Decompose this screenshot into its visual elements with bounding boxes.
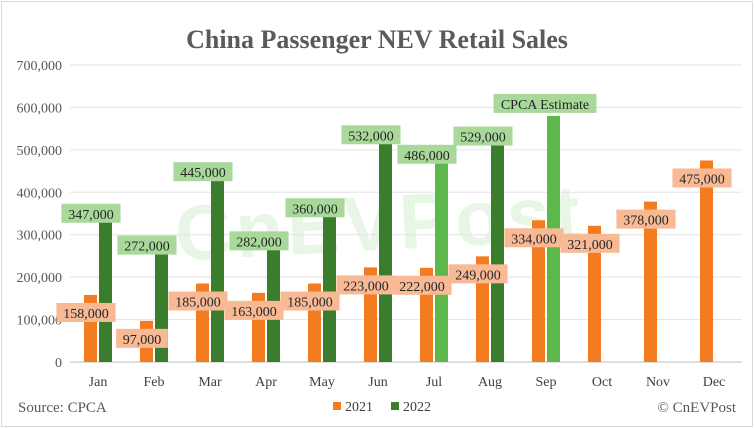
- legend-label-2021: 2021: [345, 400, 373, 415]
- data-label-box: [493, 93, 597, 113]
- data-label: 163,000: [231, 305, 277, 320]
- y-tick-label: 400,000: [17, 186, 63, 201]
- x-tick-label: Feb: [144, 375, 165, 390]
- data-label-box: [56, 302, 116, 322]
- x-tick-label: Jan: [89, 375, 108, 390]
- data-label-box: [229, 231, 289, 251]
- bar-2021: [644, 201, 657, 362]
- data-label-box: [448, 264, 508, 284]
- data-label: 529,000: [460, 131, 506, 146]
- data-label: CPCA Estimate: [501, 98, 589, 113]
- data-label: 158,000: [63, 307, 109, 322]
- data-label-box: [453, 126, 513, 146]
- data-label-box: [116, 328, 168, 348]
- x-tick-label: Jun: [368, 375, 387, 390]
- y-tick-label: 500,000: [17, 144, 63, 159]
- data-label-box: [336, 275, 396, 295]
- bar-2022: [99, 214, 112, 362]
- data-label-box: [616, 209, 676, 229]
- legend-swatch-2021: [333, 402, 341, 410]
- legend-swatch-2022: [391, 402, 399, 410]
- data-label: 222,000: [399, 280, 445, 295]
- data-label: 185,000: [287, 296, 333, 311]
- credit-text: © CnEVPost: [658, 400, 737, 416]
- data-label: 272,000: [124, 240, 170, 255]
- data-label-box: [285, 198, 345, 218]
- x-tick-label: Oct: [592, 375, 612, 390]
- x-tick-label: Dec: [703, 375, 726, 390]
- x-tick-label: Nov: [646, 375, 670, 390]
- legend-label-2022: 2022: [403, 400, 431, 415]
- chart-title: China Passenger NEV Retail Sales: [186, 25, 568, 54]
- data-label-box: [560, 233, 620, 253]
- x-tick-label: Sep: [536, 375, 557, 390]
- data-label: 445,000: [180, 166, 226, 181]
- data-label-box: [672, 168, 732, 188]
- y-tick-label: 100,000: [17, 314, 63, 329]
- data-label-box: [341, 125, 401, 145]
- data-label: 223,000: [343, 279, 389, 294]
- data-label-box: [392, 275, 452, 295]
- y-tick-label: 700,000: [17, 59, 63, 74]
- data-label-box: [224, 300, 284, 320]
- data-label: 97,000: [123, 333, 162, 348]
- bar-2022: [491, 137, 504, 362]
- y-tick-label: 300,000: [17, 229, 63, 244]
- data-label-box: [397, 144, 457, 164]
- data-label-box: [117, 235, 177, 255]
- data-label-box: [280, 291, 340, 311]
- data-label: 475,000: [679, 172, 725, 187]
- x-tick-label: Aug: [478, 375, 502, 390]
- data-label: 486,000: [404, 149, 450, 164]
- x-tick-label: Mar: [198, 375, 222, 390]
- bar-2022: [323, 209, 336, 362]
- y-tick-label: 600,000: [17, 101, 63, 116]
- data-label-box: [168, 291, 228, 311]
- data-label: 282,000: [236, 235, 282, 250]
- x-tick-label: Jul: [426, 375, 442, 390]
- data-label-box: [173, 162, 233, 182]
- data-label: 360,000: [292, 202, 338, 217]
- source-text: Source: CPCA: [18, 400, 107, 416]
- bar-2021: [700, 160, 713, 362]
- x-tick-label: May: [309, 375, 335, 390]
- data-label: 378,000: [623, 214, 669, 229]
- bar-2021: [588, 225, 601, 362]
- data-label: 347,000: [68, 208, 114, 223]
- bar-2022: [435, 155, 448, 362]
- bar-2022: [379, 136, 392, 362]
- y-tick-label: 0: [55, 356, 62, 371]
- y-tick-label: 200,000: [17, 271, 63, 286]
- bar-2021: [532, 220, 545, 362]
- data-label: 185,000: [175, 296, 221, 311]
- bar-2022: [211, 173, 224, 362]
- data-label: 249,000: [455, 268, 501, 283]
- x-tick-label: Apr: [255, 375, 277, 390]
- data-label: 321,000: [567, 238, 613, 253]
- data-label-box: [504, 228, 564, 248]
- data-label-box: [61, 203, 121, 223]
- data-label: 334,000: [511, 232, 557, 247]
- data-label: 532,000: [348, 129, 394, 144]
